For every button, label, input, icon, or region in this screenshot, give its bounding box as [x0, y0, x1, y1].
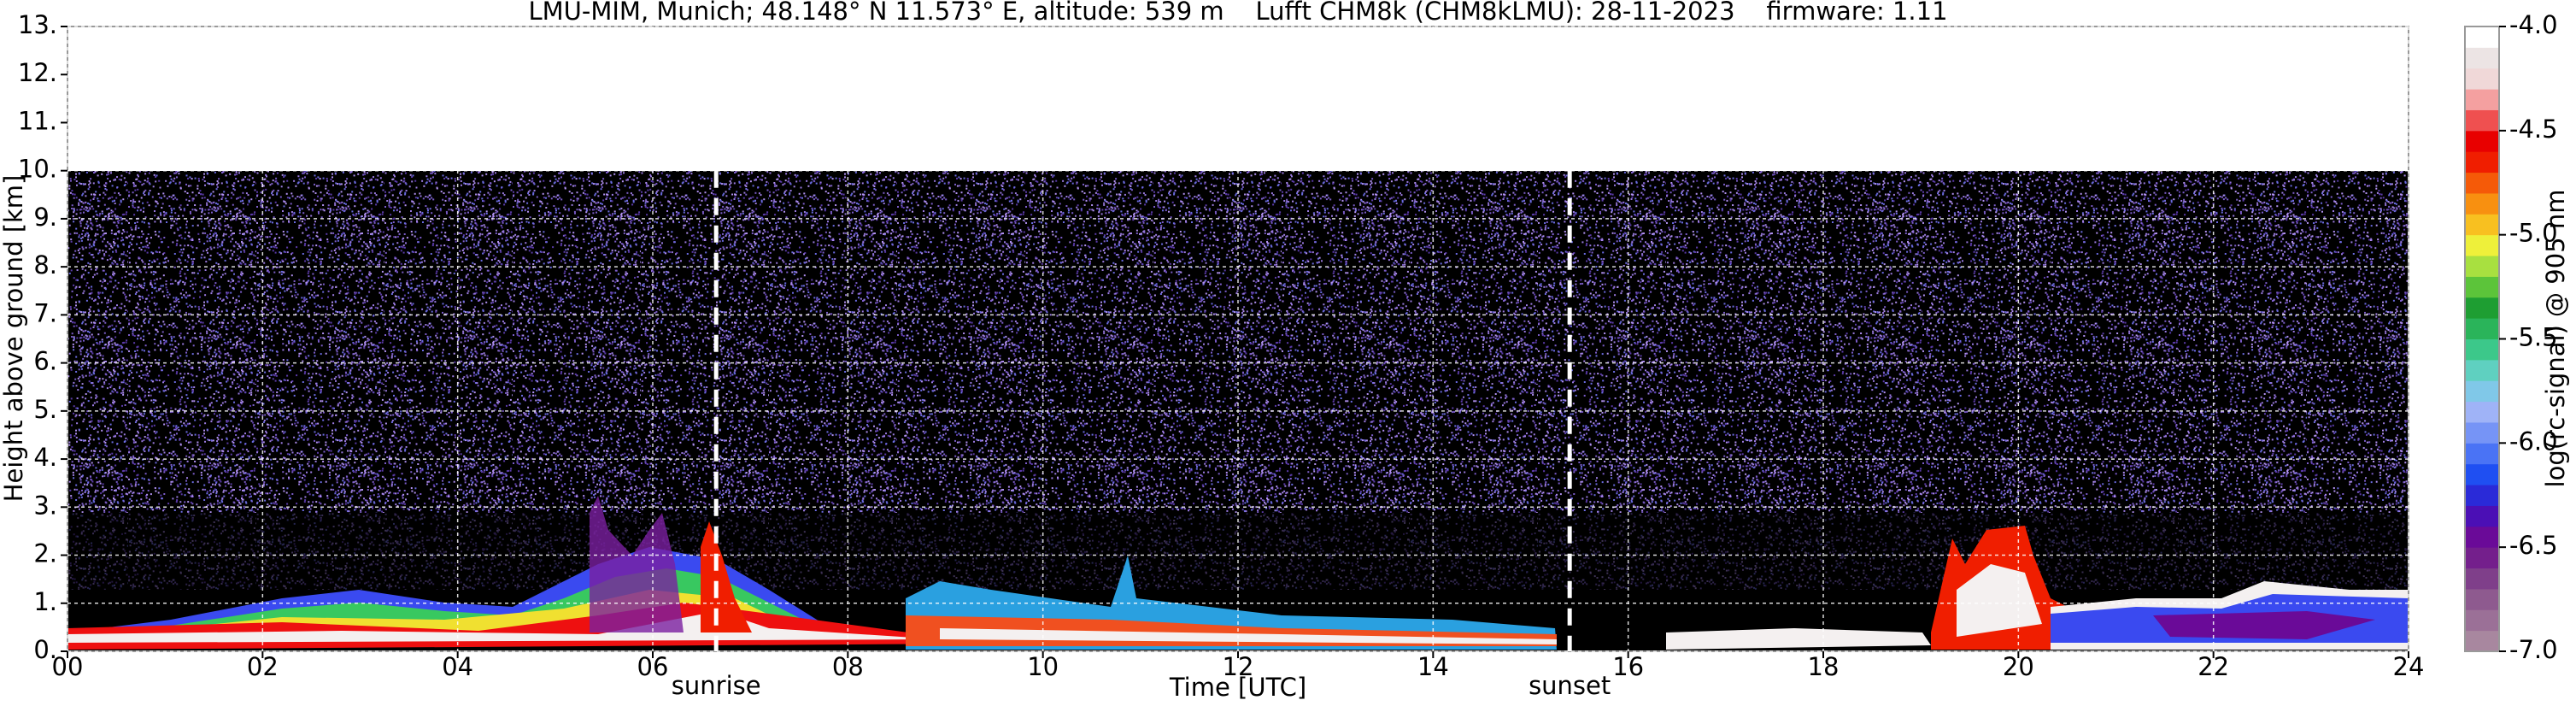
x-axis-label: Time [UTC] — [1169, 673, 1306, 702]
colorbar-tick-label: -4.5 — [2509, 115, 2558, 144]
x-tick-label: 08 — [832, 652, 864, 681]
chart-title: LMU-MIM, Munich; 48.148° N 11.573° E, al… — [528, 0, 1947, 26]
y-tick-label: 1. — [33, 587, 57, 616]
colorbar-swatch — [2465, 151, 2499, 174]
y-tick-label: 13. — [18, 10, 57, 39]
x-tick-label: 14 — [1417, 652, 1449, 681]
x-tick-label: 22 — [2198, 652, 2229, 681]
x-tick-label: 10 — [1027, 652, 1059, 681]
colorbar-swatch — [2465, 443, 2499, 465]
colorbar-swatch — [2465, 256, 2499, 277]
signal-noise — [67, 513, 2409, 590]
colorbar-swatch — [2465, 318, 2499, 339]
colorbar-swatch — [2465, 588, 2499, 610]
x-tick-label: 24 — [2393, 652, 2425, 681]
colorbar-swatch — [2465, 505, 2499, 527]
x-tick-label: 18 — [1808, 652, 1840, 681]
colorbar-swatch — [2465, 26, 2499, 48]
x-tick-label: 04 — [442, 652, 473, 681]
colorbar-swatch — [2465, 192, 2499, 215]
aerosol-layer — [2153, 611, 2375, 639]
y-tick-label: 8. — [33, 250, 57, 279]
colorbar-tick-label: -6.0 — [2509, 427, 2558, 456]
colorbar-swatch — [2465, 401, 2499, 423]
colorbar-swatch — [2465, 297, 2499, 319]
colorbar-swatch — [2465, 547, 2499, 569]
y-tick-label: 11. — [18, 106, 57, 135]
colorbar-swatch — [2465, 338, 2499, 361]
colorbar-swatch — [2465, 276, 2499, 298]
colorbar-tick-label: -6.5 — [2509, 531, 2558, 560]
colorbar-swatch — [2465, 109, 2499, 132]
aerosol-plume — [590, 496, 684, 632]
colorbar-swatch — [2465, 630, 2499, 652]
annotation-label: sunrise — [672, 671, 761, 700]
y-tick-label: 6. — [33, 347, 57, 376]
colorbar-swatch — [2465, 526, 2499, 548]
aerosol-layer — [940, 628, 1557, 644]
colorbar-label: log(rc-signal) @ 905 nm — [2541, 190, 2570, 488]
aerosol-plume — [1957, 564, 2042, 637]
colorbar-tick-label: -5.0 — [2509, 219, 2558, 248]
colorbar-tick-label: -5.5 — [2509, 323, 2558, 352]
colorbar-swatch — [2465, 359, 2499, 381]
plot-area — [67, 26, 2409, 652]
y-tick-label: 2. — [33, 539, 57, 568]
y-tick-label: 4. — [33, 443, 57, 472]
aerosol-layer — [1666, 628, 1931, 650]
colorbar-tick-label: -7.0 — [2509, 635, 2558, 664]
colorbar-swatch — [2465, 89, 2499, 110]
aerosol-plume — [701, 521, 752, 632]
colorbar-swatch — [2465, 68, 2499, 90]
colorbar-swatch — [2465, 214, 2499, 236]
colorbar-swatch — [2465, 485, 2499, 506]
annotation-label: sunset — [1529, 671, 1611, 700]
colorbar-swatch — [2465, 463, 2499, 485]
y-tick-label: 9. — [33, 203, 57, 232]
x-tick-label: 12 — [1223, 652, 1254, 681]
colorbar-swatch — [2465, 234, 2499, 256]
colorbar-swatch — [2465, 568, 2499, 590]
colorbar-tick-label: -4.0 — [2509, 10, 2558, 39]
colorbar-swatch — [2465, 47, 2499, 69]
y-tick-label: 10. — [18, 155, 57, 184]
colorbar-swatch — [2465, 609, 2499, 632]
colorbar-swatch — [2465, 172, 2499, 194]
colorbar-swatch — [2465, 421, 2499, 444]
x-tick-label: 02 — [247, 652, 279, 681]
colorbar-swatch — [2465, 380, 2499, 403]
y-axis-label: Height above ground [km] — [0, 175, 28, 503]
x-tick-label: 16 — [1612, 652, 1644, 681]
y-tick-label: 12. — [18, 58, 57, 87]
colorbar-swatch — [2465, 130, 2499, 152]
y-tick-label: 7. — [33, 298, 57, 327]
x-tick-label: 20 — [2003, 652, 2034, 681]
y-tick-label: 3. — [33, 491, 57, 520]
x-tick-label: 06 — [637, 652, 669, 681]
y-tick-label: 0. — [33, 635, 57, 664]
x-tick-label: 00 — [52, 652, 84, 681]
y-tick-label: 5. — [33, 395, 57, 424]
